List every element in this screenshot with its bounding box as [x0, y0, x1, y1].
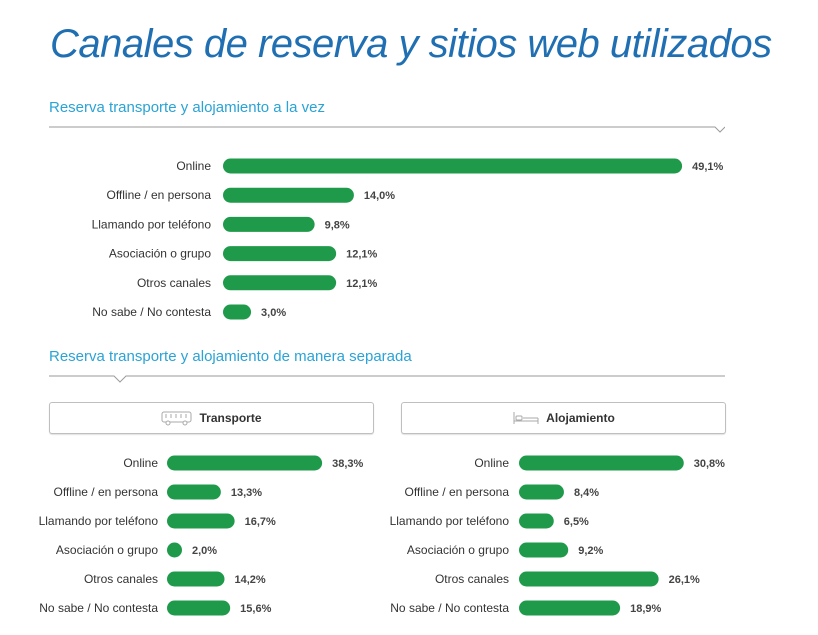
accommodation-bar: [519, 485, 564, 500]
transport-value-label: 13,3%: [231, 487, 262, 499]
combined-category-label: Llamando por teléfono: [92, 217, 212, 231]
transport-bar: [167, 543, 182, 558]
transport-value-label: 16,7%: [245, 516, 276, 528]
combined-bar: [223, 305, 251, 320]
combined-value-label: 49,1%: [692, 161, 723, 173]
accommodation-category-label: Offline / en persona: [404, 485, 509, 499]
transport-bar: [167, 485, 221, 500]
combined-bar: [223, 188, 354, 203]
combined-bar: [223, 275, 336, 290]
transport-bar: [167, 514, 235, 529]
combined-category-label: Online: [176, 159, 211, 173]
chart-combined: Online 49,1% Offline / en persona 14,0% Llam…: [92, 159, 724, 320]
accommodation-value-label: 8,4%: [574, 487, 599, 499]
combined-category-label: No sabe / No contesta: [92, 305, 211, 319]
bar-charts: Online 49,1% Offline / en persona 14,0% Llam…: [0, 0, 818, 630]
transport-category-label: Asociación o grupo: [56, 543, 158, 557]
combined-value-label: 3,0%: [261, 307, 286, 319]
accommodation-category-label: No sabe / No contesta: [390, 601, 509, 615]
combined-value-label: 14,0%: [364, 190, 395, 202]
accommodation-category-label: Otros canales: [435, 572, 509, 586]
transport-category-label: No sabe / No contesta: [39, 601, 158, 615]
combined-value-label: 9,8%: [325, 219, 350, 231]
transport-value-label: 2,0%: [192, 545, 217, 557]
transport-category-label: Online: [123, 456, 158, 470]
transport-category-label: Offline / en persona: [53, 485, 158, 499]
chart-accommodation: Online 30,8% Offline / en persona 8,4% Llama…: [390, 456, 726, 616]
accommodation-category-label: Asociación o grupo: [407, 543, 509, 557]
accommodation-bar: [519, 456, 684, 471]
combined-category-label: Asociación o grupo: [109, 247, 211, 261]
combined-bar: [223, 217, 315, 232]
accommodation-bar: [519, 514, 554, 529]
combined-value-label: 12,1%: [346, 249, 377, 261]
transport-bar: [167, 456, 322, 471]
accommodation-category-label: Online: [474, 456, 509, 470]
transport-value-label: 15,6%: [240, 603, 271, 615]
combined-value-label: 12,1%: [346, 278, 377, 290]
accommodation-value-label: 26,1%: [669, 574, 700, 586]
transport-value-label: 14,2%: [235, 574, 266, 586]
transport-bar: [167, 601, 230, 616]
transport-bar: [167, 572, 225, 587]
accommodation-value-label: 9,2%: [578, 545, 603, 557]
combined-bar: [223, 246, 336, 261]
chart-transport: Online 38,3% Offline / en persona 13,3% Llam…: [39, 456, 364, 616]
accommodation-value-label: 6,5%: [564, 516, 589, 528]
chart-area: Online 49,1% Offline / en persona 14,0% Llam…: [0, 0, 818, 635]
accommodation-category-label: Llamando por teléfono: [390, 514, 510, 528]
accommodation-value-label: 30,8%: [694, 458, 725, 470]
accommodation-bar: [519, 572, 659, 587]
accommodation-value-label: 18,9%: [630, 603, 661, 615]
combined-category-label: Otros canales: [137, 276, 211, 290]
transport-category-label: Otros canales: [84, 572, 158, 586]
combined-bar: [223, 159, 682, 174]
accommodation-bar: [519, 543, 568, 558]
combined-category-label: Offline / en persona: [106, 188, 211, 202]
transport-category-label: Llamando por teléfono: [39, 514, 159, 528]
accommodation-bar: [519, 601, 620, 616]
transport-value-label: 38,3%: [332, 458, 363, 470]
